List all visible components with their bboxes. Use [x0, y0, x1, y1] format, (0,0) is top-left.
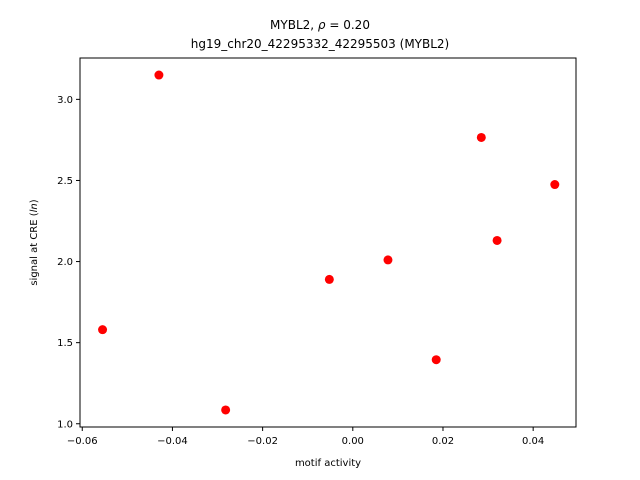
y-tick-label: 1.5: [57, 338, 73, 349]
x-axis: −0.06 −0.04 −0.02 0.00 0.02 0.04: [67, 427, 544, 447]
y-tick-label: 2.5: [57, 176, 73, 187]
x-tick-label: 0.04: [522, 436, 544, 447]
y-axis-label-prefix: signal at CRE (: [29, 212, 40, 285]
x-axis-label: motif activity: [295, 458, 361, 469]
y-axis: 1.0 1.5 2.0 2.5 3.0: [57, 95, 80, 430]
y-tick-label: 1.0: [57, 419, 73, 430]
chart-title-line1: MYBL2, ρ = 0.20: [270, 18, 370, 32]
plot-area: [79, 57, 577, 428]
y-tick-label: 3.0: [57, 95, 73, 106]
x-tick-label: −0.06: [67, 436, 98, 447]
data-point: [154, 70, 164, 80]
y-axis-label-suffix: ): [29, 199, 40, 203]
x-tick-label: −0.02: [247, 436, 278, 447]
title-prefix: MYBL2,: [270, 18, 318, 32]
data-point: [431, 355, 441, 365]
data-point: [324, 274, 334, 284]
x-tick-label: 0.02: [432, 436, 454, 447]
y-axis-label: signal at CRE (ln): [29, 199, 40, 285]
title-rho-value: = 0.20: [326, 18, 370, 32]
data-point: [476, 132, 486, 142]
title-rho-symbol: ρ: [318, 18, 326, 32]
data-point: [98, 325, 108, 335]
x-tick-label: 0.00: [342, 436, 364, 447]
data-point: [550, 180, 560, 190]
data-point: [221, 405, 231, 415]
x-tick-label: −0.04: [157, 436, 188, 447]
data-point: [383, 255, 393, 265]
data-points: [98, 70, 560, 415]
chart-title-line2: hg19_chr20_42295332_42295503 (MYBL2): [191, 37, 449, 51]
y-tick-label: 2.0: [57, 257, 73, 268]
y-axis-label-italic: ln: [29, 203, 40, 212]
data-point: [492, 235, 502, 245]
